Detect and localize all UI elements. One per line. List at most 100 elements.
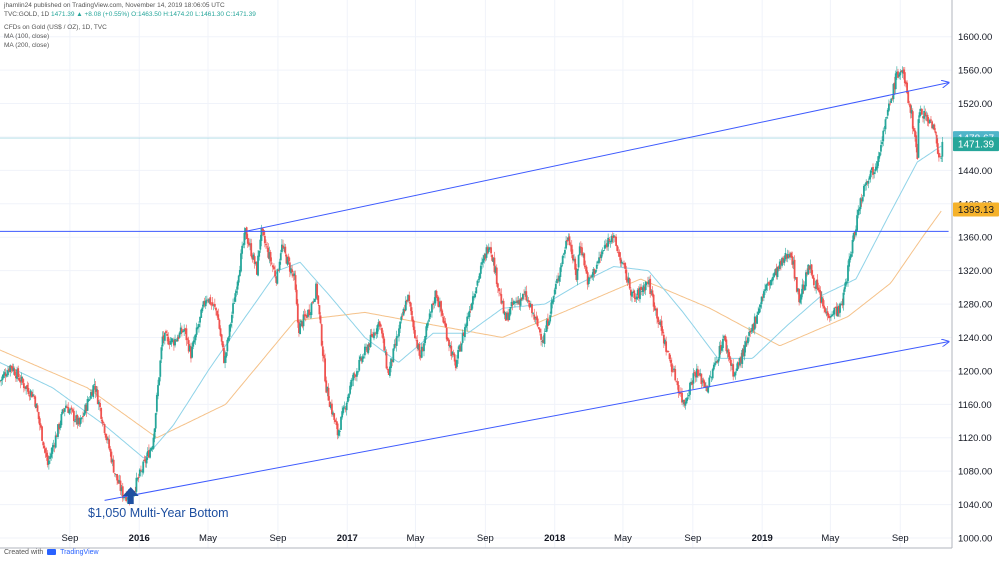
- candle-body: [803, 284, 806, 291]
- candle-body: [431, 304, 433, 313]
- candle-body: [553, 289, 556, 295]
- candle-body: [774, 269, 777, 275]
- candle-body: [223, 347, 225, 363]
- candle-body: [653, 305, 656, 311]
- candle-body: [328, 401, 331, 407]
- candle-body: [50, 453, 53, 458]
- candle-body: [651, 290, 654, 296]
- candle-body: [288, 262, 291, 272]
- candle-body: [144, 459, 147, 463]
- candle-body: [631, 291, 633, 297]
- candle-body: [253, 256, 256, 264]
- candle-body: [932, 125, 935, 129]
- candle-body: [435, 290, 438, 298]
- candle-body: [15, 375, 17, 379]
- candle-body: [751, 324, 754, 331]
- candle-body: [799, 299, 802, 303]
- candle-body: [726, 350, 729, 353]
- candle-body: [379, 324, 382, 327]
- candle-body: [312, 300, 315, 302]
- candle-body: [693, 372, 696, 374]
- candle-body: [565, 240, 567, 249]
- candle-body: [343, 406, 346, 408]
- candle-body: [319, 315, 322, 324]
- candle-body: [378, 321, 381, 326]
- candle-body: [793, 259, 796, 279]
- candle-body: [335, 421, 338, 426]
- candle-body: [728, 355, 731, 360]
- candle-body: [552, 296, 555, 302]
- candle-body: [546, 318, 549, 327]
- candle-body: [636, 289, 639, 296]
- candle-body: [635, 296, 638, 300]
- candle-body: [28, 395, 31, 397]
- candle-body: [406, 299, 408, 302]
- candle-body: [464, 327, 466, 338]
- candle-body: [2, 374, 5, 378]
- candle-body: [767, 282, 770, 284]
- footer-brand[interactable]: TradingView: [60, 549, 99, 556]
- candle-body: [263, 235, 266, 244]
- candle-body: [712, 364, 715, 370]
- candle-body: [262, 230, 265, 236]
- candle-body: [507, 312, 510, 321]
- candle-body: [445, 328, 448, 340]
- candle-body: [466, 316, 469, 326]
- candle-body: [363, 346, 366, 356]
- candle-body: [676, 381, 679, 386]
- candle-body: [161, 336, 164, 347]
- candle-body: [834, 306, 837, 308]
- candle-body: [695, 368, 698, 378]
- candle-body: [891, 98, 894, 100]
- candle-body: [121, 486, 124, 499]
- candle-body: [171, 339, 174, 341]
- candle-body: [938, 152, 940, 158]
- candle-body: [416, 339, 419, 348]
- candle-body: [376, 325, 379, 335]
- candle-body: [271, 265, 274, 268]
- candle-body: [589, 277, 591, 279]
- candle-body: [760, 296, 763, 305]
- candle-body: [849, 256, 852, 260]
- candle-body: [439, 302, 441, 307]
- candle-body: [310, 303, 313, 316]
- candle-body: [720, 346, 723, 351]
- candle-body: [474, 293, 477, 298]
- candle-body: [756, 315, 758, 324]
- candle-body: [79, 418, 82, 424]
- candle-body: [186, 338, 189, 340]
- candle-body: [67, 407, 70, 413]
- candle-body: [22, 383, 25, 389]
- candle-body: [75, 415, 78, 421]
- candle-body: [874, 169, 877, 172]
- candle-body: [359, 356, 362, 360]
- candle-body: [703, 382, 706, 388]
- candle-body: [209, 297, 212, 305]
- candle-body: [249, 243, 251, 245]
- candle-body: [111, 459, 114, 462]
- x-tick-label: Sep: [477, 533, 494, 544]
- candle-body: [218, 319, 221, 329]
- candle-body: [628, 278, 631, 289]
- candle-body: [308, 309, 311, 316]
- candle-body: [554, 283, 557, 290]
- candle-body: [625, 269, 628, 281]
- y-tick-label: 1440.00: [958, 166, 992, 177]
- candle-body: [26, 384, 29, 389]
- candle-body: [645, 282, 648, 284]
- candle-body: [101, 419, 104, 424]
- tradingview-logo-icon: [47, 549, 57, 556]
- candle-body: [691, 382, 694, 385]
- candle-body: [207, 300, 209, 302]
- candle-body: [391, 359, 394, 362]
- ma100-line: [0, 145, 942, 459]
- candle-body: [686, 397, 689, 400]
- candle-body: [714, 362, 716, 366]
- candle-body: [727, 349, 730, 358]
- candle-body: [520, 297, 523, 300]
- candle-body: [792, 261, 795, 265]
- candle-body: [425, 326, 428, 337]
- legend-ma100: MA (100, close): [4, 33, 50, 40]
- candle-body: [444, 322, 447, 328]
- candle-body: [927, 121, 930, 124]
